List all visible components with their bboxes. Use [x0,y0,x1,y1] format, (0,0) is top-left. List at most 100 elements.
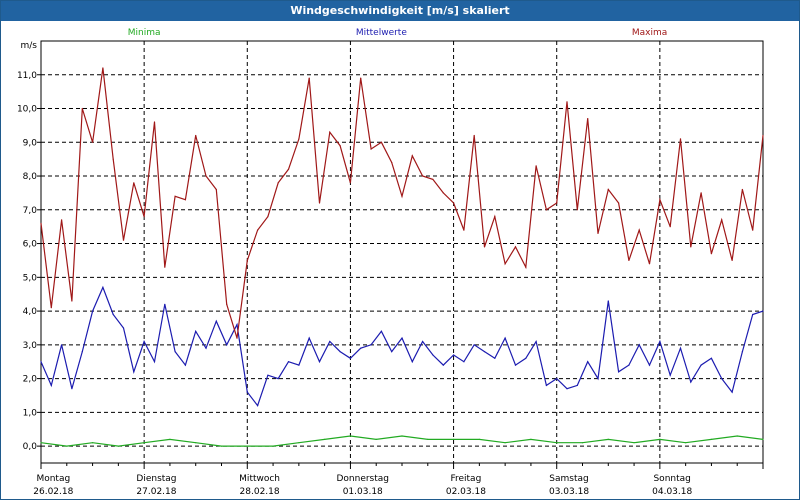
y-axis-label: m/s [21,41,38,51]
x-tick-day-label: Samstag [549,474,588,484]
data-point [525,266,527,268]
data-point [143,340,145,343]
data-point [92,442,94,444]
data-point [40,361,42,363]
data-point [308,337,310,339]
data-point [514,246,517,248]
data-point [61,219,63,221]
data-point [205,175,207,177]
wind-speed-chart: 0,0 1,0 2,0 3,0 4,0 5,0 6,0 7,0 8,0 9,0 10,0 11,0 m/… [17,28,764,497]
data-point [411,155,413,157]
y-tick-label: 3,0 [23,341,38,351]
data-point [483,351,486,353]
data-point [169,438,171,440]
data-point [102,67,104,69]
data-point [741,188,744,191]
data-point [473,134,475,137]
data-point [112,158,114,160]
data-point [432,354,434,356]
data-point [736,435,738,437]
data-point [92,141,94,143]
legend-mittelwerte: Mittelwerte [356,28,407,38]
data-point [597,378,599,380]
data-point [220,445,223,447]
data-point [597,232,599,234]
data-point [710,438,713,440]
y-tick-label: 0,0 [23,442,38,452]
data-point [566,101,568,103]
data-point [40,442,42,444]
data-point [504,442,506,444]
data-point [272,445,274,447]
data-point [628,364,630,366]
data-point [453,354,455,356]
data-point [401,337,403,339]
data-point [205,347,207,349]
x-tick-day-label: Montag [36,474,70,484]
data-point [195,134,197,137]
data-point [329,340,331,343]
data-point [143,442,145,444]
data-point [226,344,228,346]
x-tick-date-label: 04.03.18 [652,487,692,497]
x-tick-day-label: Freitag [450,474,481,484]
data-point [478,438,480,440]
data-point [442,364,444,366]
data-point [380,330,382,332]
data-point [215,188,217,191]
y-tick-label: 2,0 [23,375,38,385]
data-point [122,239,125,241]
data-point [556,442,558,444]
data-point [628,259,630,261]
data-point [71,300,73,302]
data-point [721,378,723,380]
data-point [607,188,609,191]
data-point [679,347,682,349]
data-point [752,313,754,316]
data-point [380,141,382,143]
data-point [40,222,42,224]
data-point [401,435,403,437]
data-point [391,351,393,353]
data-point [556,202,558,204]
data-point [122,327,125,329]
data-point [298,138,300,140]
data-point [648,263,651,265]
data-point [257,229,259,231]
data-point [659,199,661,201]
y-tick-label: 8,0 [23,172,38,182]
data-point [504,337,506,339]
data-point [246,391,248,393]
data-point [174,351,176,353]
data-point [329,131,331,133]
y-tick-label: 9,0 [23,138,38,148]
data-point [195,330,197,332]
data-point [50,307,52,309]
data-point [494,357,496,359]
data-point [422,340,424,343]
data-point [638,229,640,231]
y-tick-label: 7,0 [23,206,38,216]
data-point [700,192,702,194]
data-point [370,148,372,150]
data-point [659,340,661,343]
y-tick-label: 5,0 [23,273,38,283]
data-point [318,361,321,363]
x-tick-date-label: 01.03.18 [343,487,383,497]
data-point [648,364,651,366]
data-point [370,344,372,346]
data-point [50,384,52,386]
data-point [339,145,341,147]
data-point [762,134,764,137]
series-line-mittelwerte [40,285,764,407]
data-point [391,161,393,164]
data-point [267,374,269,376]
data-point [153,121,156,123]
data-point [298,442,300,444]
data-point [566,388,568,390]
x-tick-day-label: Mittwoch [239,474,280,484]
data-point [267,216,269,218]
data-point [710,357,713,359]
series-line-minima [40,435,764,447]
y-tick-label: 11,0 [17,71,37,81]
